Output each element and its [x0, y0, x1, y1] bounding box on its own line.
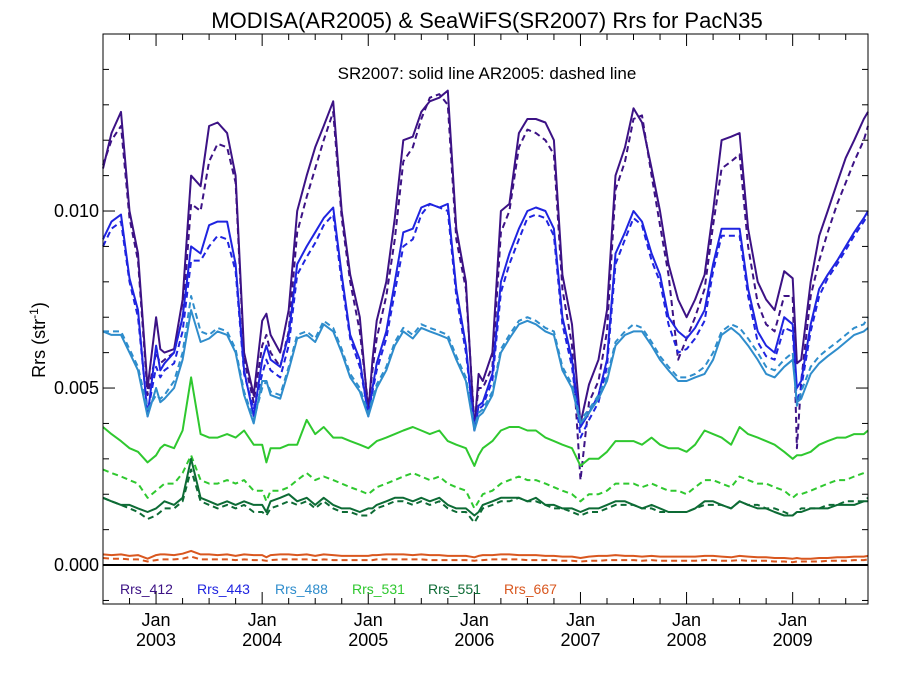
y-tick-label: 0.010 [54, 201, 99, 221]
x-tick-label-year: 2005 [348, 630, 388, 650]
y-axis-label-main: Rrs (str [29, 319, 49, 378]
series-line-rrs-412-dashed [102, 93, 869, 482]
y-tick-label: 0.005 [54, 378, 99, 398]
x-tick-label-month: Jan [248, 610, 277, 630]
series-layer [102, 89, 869, 564]
x-tick-label-month: Jan [354, 610, 383, 630]
y-axis-label: Rrs (str-1) [27, 302, 49, 378]
x-tick-label-year: 2007 [560, 630, 600, 650]
chart-title: MODISA(AR2005) & SeaWiFS(SR2007) Rrs for… [211, 8, 762, 33]
legend: Rrs_412 Rrs_443 Rrs_488 Rrs_531 Rrs_551 Rrs_6… [120, 581, 557, 597]
line-style-annotation: SR2007: solid line AR2005: dashed line [338, 64, 637, 83]
x-tick-label-month: Jan [460, 610, 489, 630]
series-line-rrs-443-dashed [102, 202, 869, 439]
series-line-rrs-667-solid [102, 549, 869, 560]
y-axis-label-end: ) [29, 302, 49, 308]
series-line-rrs-488-solid [102, 309, 869, 432]
x-tick-label-year: 2004 [242, 630, 282, 650]
x-tick-label-year: 2006 [454, 630, 494, 650]
y-axis-label-sup: -1 [27, 308, 41, 319]
x-tick-label-year: 2003 [136, 630, 176, 650]
legend-entry-rrs-531: Rrs_531 [352, 581, 405, 597]
series-line-rrs-551-solid [102, 457, 868, 517]
series-line-rrs-531-solid [102, 376, 869, 467]
legend-entry-rrs-412: Rrs_412 [120, 581, 173, 597]
legend-entry-rrs-667: Rrs_667 [504, 581, 557, 597]
legend-entry-rrs-443: Rrs_443 [197, 581, 250, 597]
x-tick-label-month: Jan [142, 610, 171, 630]
x-tick-label-year: 2009 [773, 630, 813, 650]
x-tick-label-month: Jan [566, 610, 595, 630]
series-line-rrs-531-dashed [102, 454, 868, 510]
x-tick-label-month: Jan [778, 610, 807, 630]
y-tick-label: 0.000 [54, 555, 99, 575]
x-tick-label-year: 2008 [667, 630, 707, 650]
legend-entry-rrs-551: Rrs_551 [428, 581, 481, 597]
series-line-rrs-551-dashed [102, 468, 869, 524]
plot-frame [102, 33, 869, 605]
series-line-rrs-667-dashed [102, 555, 869, 564]
series-line-rrs-488-dashed [103, 295, 869, 428]
legend-entry-rrs-488: Rrs_488 [275, 581, 328, 597]
axis-layer: Jan2003Jan2004Jan2005Jan2006Jan2007Jan20… [54, 33, 868, 650]
x-tick-label-month: Jan [672, 610, 701, 630]
series-line-rrs-412-solid [102, 89, 869, 432]
